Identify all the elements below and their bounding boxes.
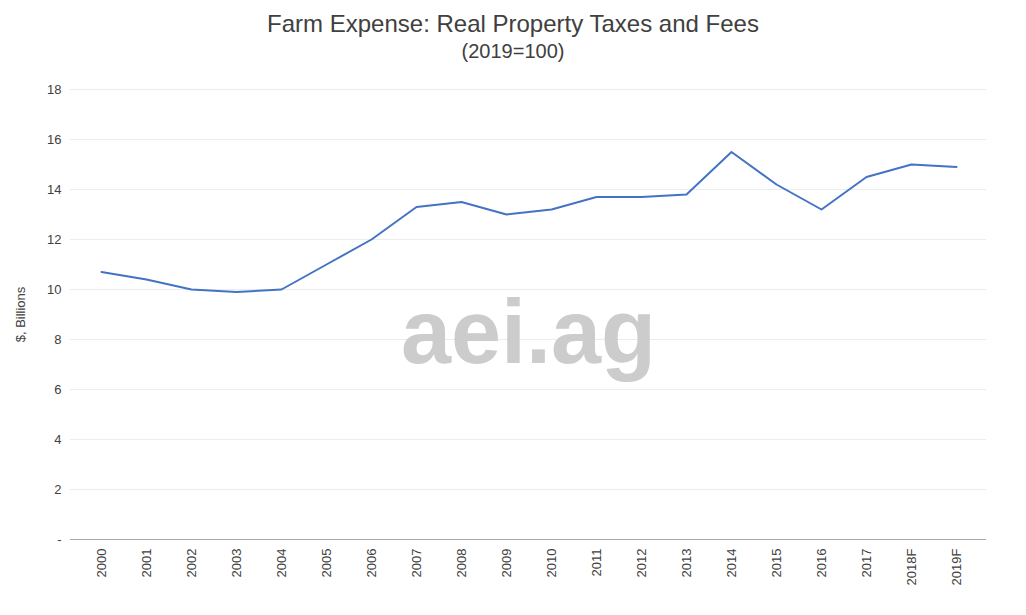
svg-text:14: 14	[47, 182, 61, 197]
svg-text:2011: 2011	[589, 549, 604, 577]
svg-text:aei.ag: aei.ag	[401, 282, 656, 382]
svg-text:2019F: 2019F	[949, 548, 964, 585]
svg-text:2: 2	[54, 482, 61, 497]
svg-text:2017: 2017	[859, 549, 874, 578]
svg-text:2012: 2012	[634, 549, 649, 578]
svg-text:2000: 2000	[94, 549, 109, 578]
svg-text:2008: 2008	[454, 549, 469, 578]
svg-text:-: -	[57, 532, 61, 547]
svg-text:10: 10	[47, 282, 61, 297]
svg-text:2002: 2002	[184, 549, 199, 578]
svg-text:18: 18	[47, 82, 61, 97]
svg-text:2015: 2015	[769, 549, 784, 578]
svg-text:2003: 2003	[229, 549, 244, 578]
svg-text:2004: 2004	[274, 549, 289, 578]
svg-text:2005: 2005	[319, 549, 334, 578]
svg-text:2014: 2014	[724, 549, 739, 578]
svg-text:2016: 2016	[814, 549, 829, 578]
svg-text:8: 8	[54, 332, 61, 347]
svg-text:2018F: 2018F	[904, 548, 919, 585]
svg-text:2006: 2006	[364, 549, 379, 578]
svg-text:4: 4	[54, 432, 61, 447]
svg-text:16: 16	[47, 132, 61, 147]
svg-text:2013: 2013	[679, 549, 694, 578]
svg-text:2001: 2001	[139, 549, 154, 578]
svg-text:2009: 2009	[499, 549, 514, 578]
svg-text:2007: 2007	[409, 549, 424, 578]
svg-text:12: 12	[47, 232, 61, 247]
svg-text:$, Billions: $, Billions	[13, 286, 28, 342]
html-text:(2019=100): (2019=100)	[461, 40, 565, 62]
html-text:Farm Expense: Real Property Ta: Farm Expense: Real Property Taxes and Fe…	[267, 10, 759, 37]
svg-text:2010: 2010	[544, 549, 559, 578]
svg-text:6: 6	[54, 382, 61, 397]
